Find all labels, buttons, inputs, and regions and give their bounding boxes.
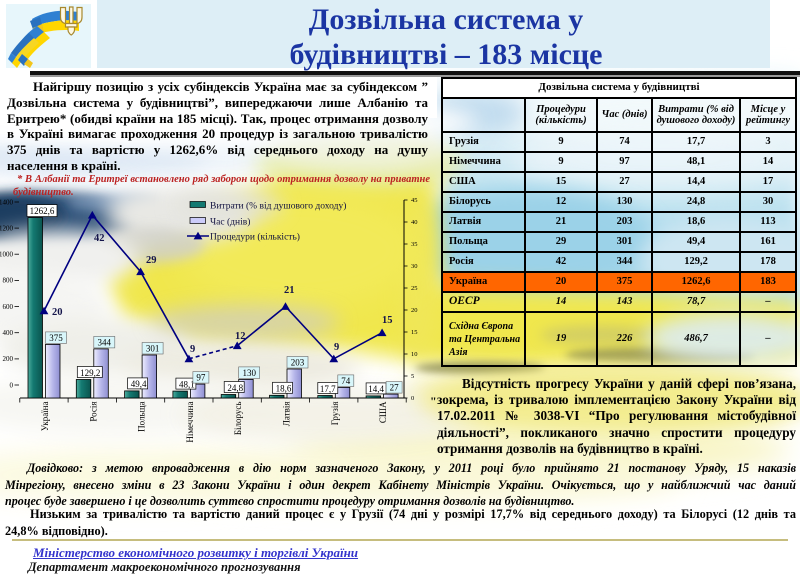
- svg-text:10: 10: [411, 351, 418, 358]
- svg-text:375: 375: [49, 333, 63, 343]
- svg-text:1262,6: 1262,6: [30, 206, 55, 216]
- svg-text:600: 600: [3, 303, 14, 311]
- svg-text:74: 74: [341, 376, 351, 386]
- svg-text:1000: 1000: [0, 251, 14, 259]
- svg-text:Процедури (кількість): Процедури (кількість): [210, 232, 300, 243]
- svg-text:29: 29: [146, 255, 157, 266]
- svg-text:9: 9: [334, 342, 339, 353]
- svg-text:400: 400: [3, 329, 14, 337]
- svg-text:Польща: Польща: [137, 401, 147, 431]
- svg-text:Витрати (% від душового доходу: Витрати (% від душового доходу): [210, 201, 346, 212]
- svg-text:27: 27: [390, 383, 400, 393]
- svg-text:200: 200: [3, 355, 14, 363]
- svg-text:25: 25: [411, 285, 418, 292]
- svg-text:130: 130: [242, 368, 256, 378]
- svg-text:14,4: 14,4: [368, 384, 384, 394]
- svg-text:Грузія: Грузія: [330, 402, 340, 426]
- svg-text:9: 9: [190, 344, 195, 355]
- svg-text:49,4: 49,4: [131, 379, 147, 389]
- svg-text:129,2: 129,2: [80, 368, 100, 378]
- svg-text:42: 42: [94, 233, 105, 244]
- svg-text:20: 20: [52, 307, 63, 318]
- svg-text:35: 35: [411, 241, 418, 248]
- svg-text:США: США: [378, 401, 388, 423]
- svg-text:40: 40: [411, 219, 418, 226]
- svg-text:1200: 1200: [0, 224, 14, 232]
- svg-text:344: 344: [98, 337, 112, 347]
- svg-text:203: 203: [291, 358, 305, 368]
- svg-text:Росія: Росія: [88, 402, 98, 422]
- svg-text:15: 15: [382, 315, 393, 326]
- svg-text:20: 20: [411, 307, 418, 314]
- svg-text:18,6: 18,6: [276, 384, 292, 394]
- svg-text:800: 800: [3, 277, 14, 285]
- svg-text:17,7: 17,7: [320, 384, 336, 394]
- svg-text:0: 0: [411, 395, 414, 402]
- svg-text:0: 0: [10, 381, 14, 389]
- svg-text:21: 21: [284, 285, 295, 296]
- svg-text:1400: 1400: [0, 198, 14, 206]
- svg-text:301: 301: [146, 344, 160, 354]
- svg-text:5: 5: [411, 373, 414, 380]
- svg-text:Білорусь: Білорусь: [233, 402, 243, 436]
- svg-text:97: 97: [196, 373, 206, 383]
- svg-text:45: 45: [411, 197, 418, 204]
- svg-text:Латвія: Латвія: [282, 402, 292, 427]
- svg-text:30: 30: [411, 263, 418, 270]
- svg-text:Німеччина: Німеччина: [185, 402, 195, 443]
- svg-text:12: 12: [235, 331, 246, 342]
- svg-text:48,1: 48,1: [179, 379, 195, 389]
- svg-text:Україна: Україна: [40, 402, 50, 432]
- svg-text:15: 15: [411, 329, 418, 336]
- svg-text:Час (днів): Час (днів): [210, 217, 250, 228]
- svg-text:24,8: 24,8: [227, 383, 243, 393]
